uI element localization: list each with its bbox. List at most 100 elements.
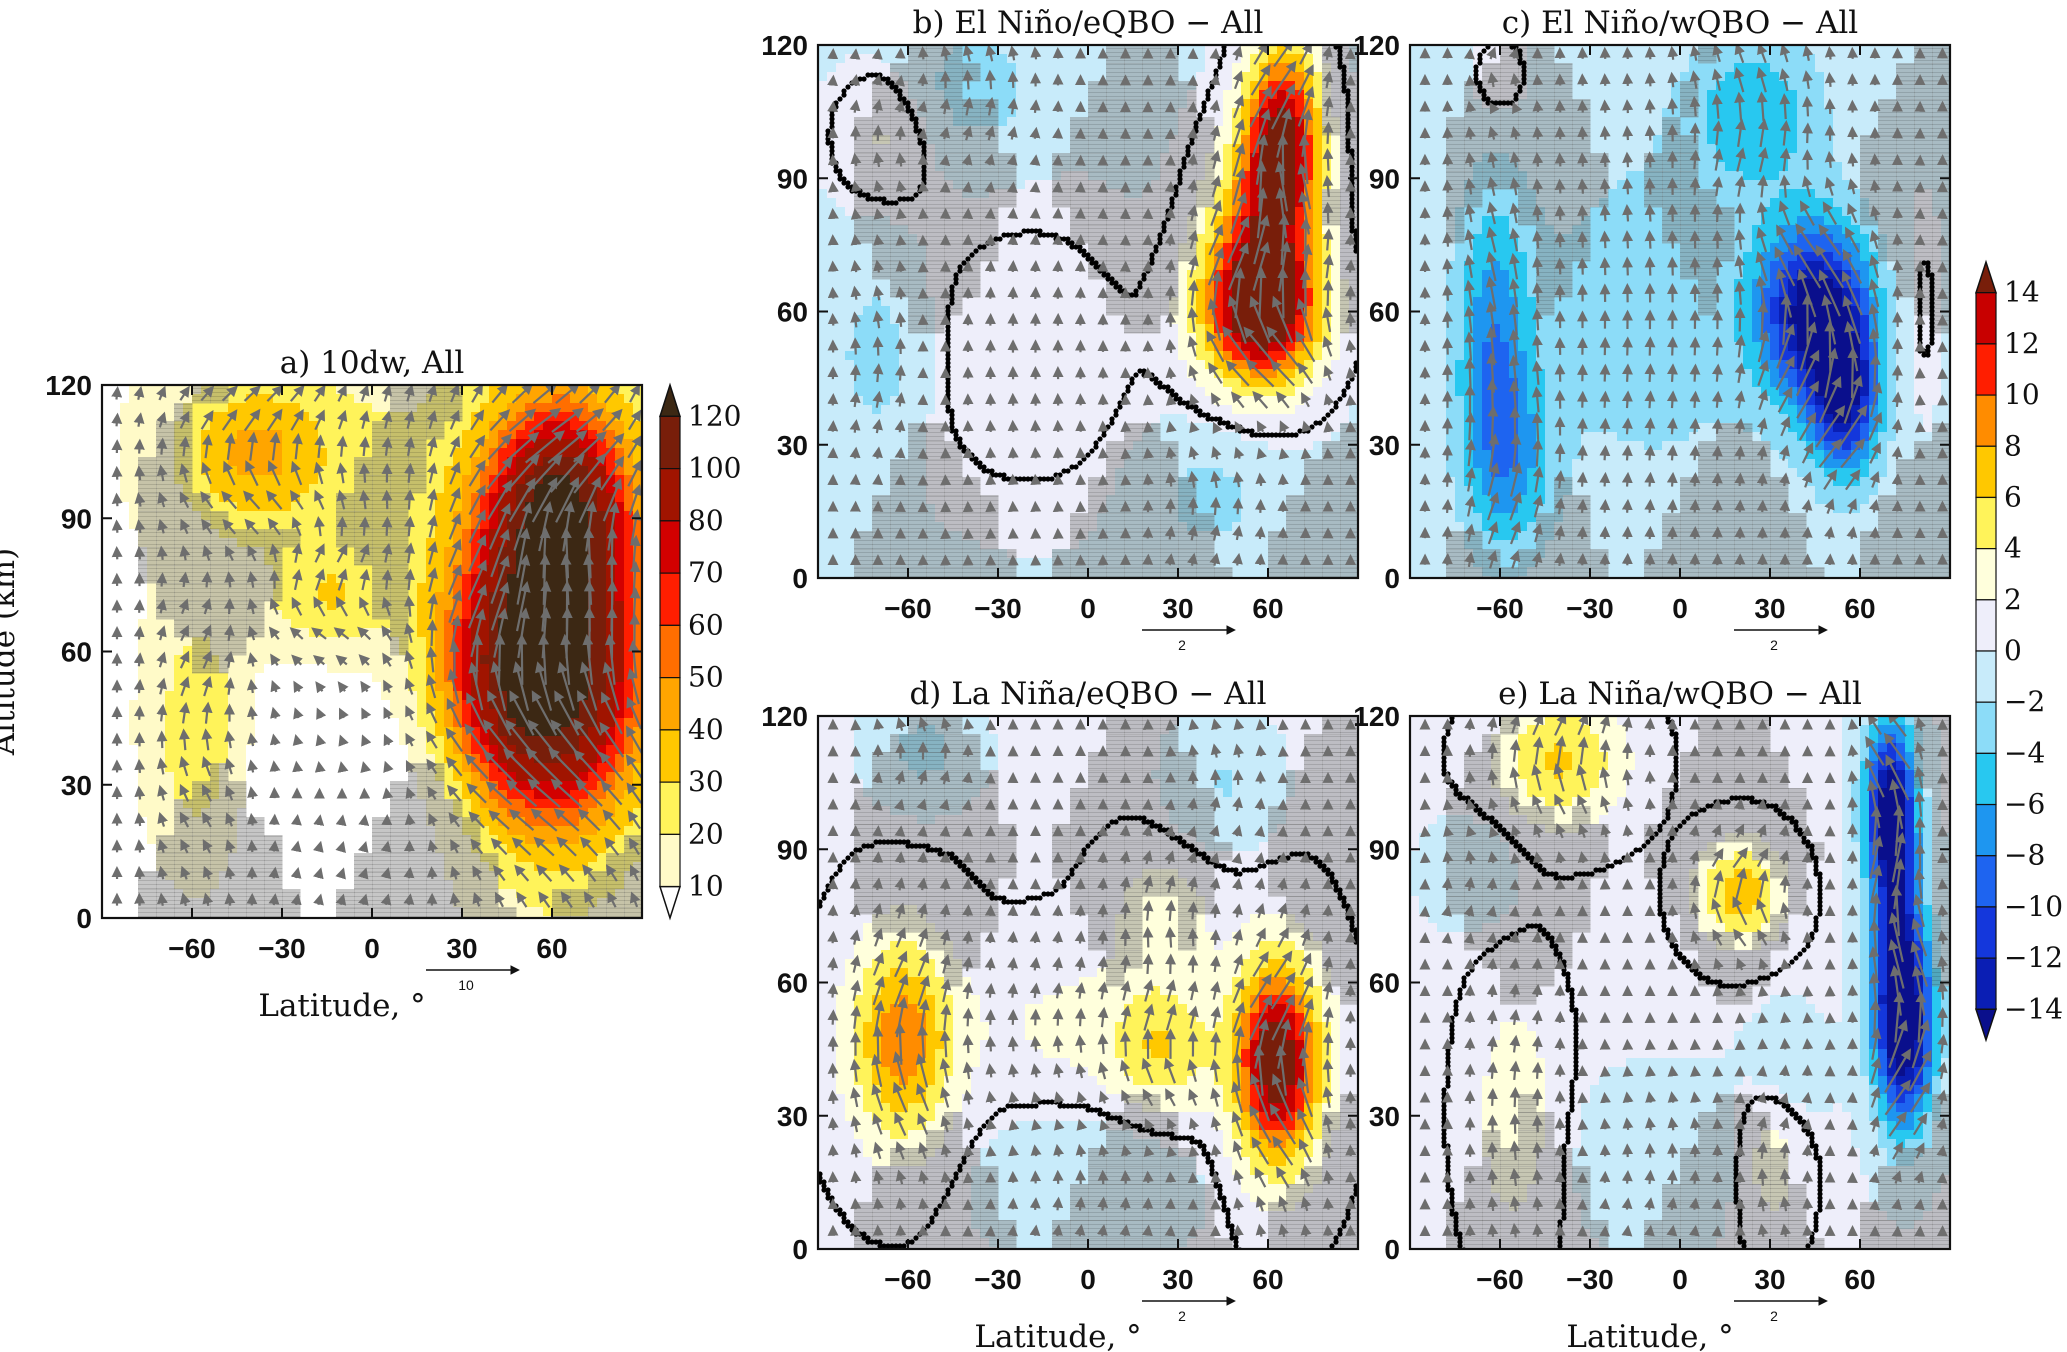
x-tick-label: 60 (536, 933, 567, 964)
colorbar-label: 120 (688, 399, 741, 432)
panel-d-vectors (827, 716, 1357, 1238)
colorbar-anomaly: −14 −12 −10 −8 −6 −4 −2 0 2 4 6 8 10 12 14 (1974, 259, 2063, 1043)
colorbar-label: 12 (2004, 327, 2040, 360)
y-axis-label: Altitude (km) (0, 548, 22, 757)
x-tick-label: 30 (446, 933, 477, 964)
panels: −60 −30 0 30 60 0 30 60 90 120 a) 10dw, All Latitud… (0, 5, 1952, 1352)
y-tick-label: 30 (61, 770, 92, 801)
y-tick-label: 60 (777, 968, 808, 999)
y-tick-label: 60 (777, 297, 808, 328)
colorbar-label: 6 (2004, 480, 2022, 513)
x-tick-label: 60 (1252, 593, 1283, 624)
x-tick-label: 0 (1672, 593, 1688, 624)
y-tick-label: 60 (1369, 968, 1400, 999)
colorbar-label: 80 (688, 504, 724, 537)
colorbar-label: 60 (688, 608, 724, 641)
colorbar-label: 20 (688, 817, 724, 850)
x-tick-label: 30 (1162, 1264, 1193, 1295)
reference-vector-label: 2 (1770, 637, 1778, 653)
colorbar-label: 0 (2004, 634, 2022, 667)
panel-title: a) 10dw, All (280, 345, 465, 381)
x-tick-label: 60 (1844, 593, 1875, 624)
panel-b: −60 −30 0 30 60 0 30 60 90 120 b) El Niño/eQBO − A… (761, 5, 1360, 653)
colorbar-label: 40 (688, 713, 724, 746)
x-tick-label: −60 (884, 1264, 932, 1295)
colorbar-label: −10 (2004, 890, 2063, 923)
x-axis-label: Latitude, ° (1566, 1319, 1733, 1352)
colorbars: 1020304050607080100120−14−12−10−8−6−4−20… (658, 259, 2063, 1043)
panel-e: −60 −30 0 30 60 0 30 60 90 120 e) La Niña/wQBO − A… (1353, 676, 1952, 1352)
y-tick-label: 0 (1384, 1234, 1400, 1265)
x-tick-label: 30 (1754, 1264, 1785, 1295)
y-tick-label: 30 (1369, 1101, 1400, 1132)
panel-a-vectors (111, 385, 642, 909)
colorbar-label: 10 (2004, 378, 2040, 411)
colorbar-label: 8 (2004, 429, 2022, 462)
x-tick-label: 0 (1080, 1264, 1096, 1295)
x-tick-label: −60 (168, 933, 216, 964)
x-tick-label: −60 (1476, 593, 1524, 624)
y-tick-label: 120 (1353, 30, 1400, 61)
panel-c-vectors (1419, 45, 1949, 569)
x-tick-label: 0 (1672, 1264, 1688, 1295)
y-tick-label: 30 (777, 1101, 808, 1132)
x-tick-label: 0 (364, 933, 380, 964)
x-tick-label: 30 (1754, 593, 1785, 624)
y-tick-label: 30 (1369, 430, 1400, 461)
x-tick-label: −30 (974, 1264, 1022, 1295)
colorbar-label: 2 (2004, 583, 2022, 616)
panel-a-field (102, 385, 642, 918)
reference-vector-label: 2 (1770, 1308, 1778, 1324)
panel-e-vectors (1419, 716, 1949, 1238)
y-tick-label: 60 (61, 637, 92, 668)
panel-d-field (818, 716, 1358, 1249)
y-tick-label: 0 (76, 903, 92, 934)
panel-c: −60 −30 0 30 60 0 30 60 90 120 c) El Niño/wQBO − A… (1353, 5, 1952, 653)
colorbar-label: −6 (2004, 788, 2045, 821)
y-tick-label: 0 (1384, 563, 1400, 594)
colorbar-label: −12 (2004, 941, 2063, 974)
x-tick-label: −60 (884, 593, 932, 624)
reference-vector-label: 10 (458, 977, 474, 993)
colorbar-label: −14 (2004, 992, 2063, 1025)
x-tick-label: −30 (258, 933, 306, 964)
colorbar-label: −2 (2004, 685, 2045, 718)
panel-title: d) La Niña/eQBO − All (909, 676, 1266, 712)
colorbar-label: 4 (2004, 532, 2022, 565)
colorbar-label: 10 (688, 870, 724, 903)
y-tick-label: 90 (1369, 163, 1400, 194)
y-tick-label: 0 (792, 563, 808, 594)
panel-e-field (1410, 716, 1950, 1249)
x-tick-label: −30 (1566, 1264, 1614, 1295)
x-axis-label: Latitude, ° (258, 988, 425, 1024)
y-tick-label: 90 (1369, 834, 1400, 865)
colorbar-label: 14 (2004, 276, 2040, 309)
y-tick-label: 120 (45, 370, 92, 401)
colorbar-label: 100 (688, 452, 741, 485)
x-tick-label: 30 (1162, 593, 1193, 624)
x-tick-label: 60 (1252, 1264, 1283, 1295)
colorbar-label: −8 (2004, 839, 2045, 872)
panel-title: c) El Niño/wQBO − All (1502, 5, 1858, 41)
reference-vector-label: 2 (1178, 637, 1186, 653)
reference-vector-label: 2 (1178, 1308, 1186, 1324)
panel-c-field (1410, 45, 1950, 578)
colorbar-label: 50 (688, 661, 724, 694)
y-tick-label: 0 (792, 1234, 808, 1265)
y-tick-label: 120 (1353, 701, 1400, 732)
y-tick-label: 90 (61, 503, 92, 534)
colorbar-label: 70 (688, 556, 724, 589)
x-tick-label: −30 (974, 593, 1022, 624)
colorbar-label: −4 (2004, 736, 2045, 769)
panel-b-field (818, 45, 1358, 578)
y-tick-label: 60 (1369, 297, 1400, 328)
panel-title: e) La Niña/wQBO − All (1498, 676, 1862, 712)
y-tick-label: 120 (761, 701, 808, 732)
panel-a: −60 −30 0 30 60 0 30 60 90 120 a) 10dw, All Latitud… (0, 345, 644, 1024)
x-tick-label: 0 (1080, 593, 1096, 624)
y-tick-label: 120 (761, 30, 808, 61)
colorbar-a: 10 20 30 40 50 60 70 80 100 120 (658, 382, 741, 921)
panel-title: b) El Niño/eQBO − All (913, 5, 1264, 41)
y-tick-label: 90 (777, 834, 808, 865)
panel-d: −60 −30 0 30 60 0 30 60 90 120 d) La Niña/eQBO − A… (761, 676, 1360, 1352)
